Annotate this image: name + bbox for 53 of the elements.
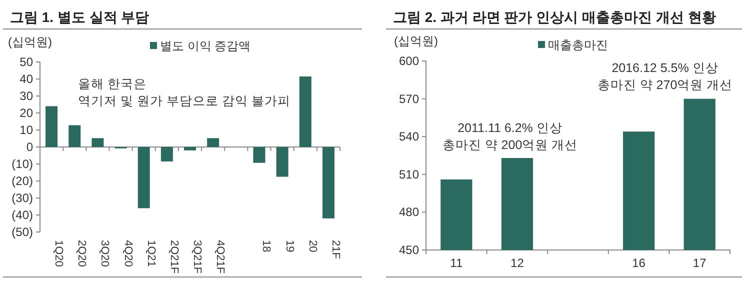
x-tick-label: 20	[306, 240, 318, 252]
y-tick-label: (40)	[12, 208, 33, 222]
y-tick-label: 510	[398, 167, 420, 182]
chart-title: 그림 2. 과거 라면 판가 인상시 매출총마진 개선 현황	[393, 9, 716, 25]
x-tick-label: 21F	[329, 240, 342, 260]
x-tick-label: 16	[632, 256, 646, 270]
bar	[160, 147, 173, 162]
y-tick-label: 600	[398, 54, 420, 68]
x-tick-label: 17	[692, 256, 707, 270]
chart-title: 그림 1. 별도 실적 부담	[10, 9, 150, 25]
y-tick-label: (50)	[12, 225, 33, 239]
y-tick-label: (30)	[12, 191, 33, 205]
y-tick-label: 450	[398, 243, 420, 257]
annotation: 2016.12 5.5% 인상 총마진 약 270억원 개선	[597, 61, 733, 92]
x-tick-label: 1Q20	[52, 240, 65, 267]
bar	[184, 147, 196, 150]
y-tick-label: 20	[20, 106, 34, 120]
x-tick-label: 2Q20	[76, 240, 88, 267]
annotation: 올해 한국은 역기저 및 원가 부담으로 감익 불가피	[78, 77, 290, 108]
bar	[46, 106, 58, 147]
x-tick-label: 3Q21F	[191, 240, 203, 274]
y-axis-title: (십억원)	[394, 34, 438, 48]
y-tick-label: 40	[20, 72, 34, 86]
x-tick-label: 1Q21	[144, 240, 157, 267]
bar	[138, 147, 150, 208]
x-tick-label: 19	[283, 240, 296, 252]
x-tick-label: 3Q20	[98, 240, 111, 267]
y-tick-label: 50	[20, 55, 34, 69]
y-tick-label: (20)	[12, 174, 33, 188]
x-tick-label: 2Q21F	[168, 240, 180, 274]
y-tick-label: (10)	[12, 157, 33, 171]
y-tick-label: 0	[26, 140, 34, 154]
legend-label: 별도 이익 증감액	[160, 39, 251, 53]
y-tick-label: 480	[398, 205, 420, 220]
x-tick-label: 12	[510, 256, 524, 270]
y-tick-label: 10	[20, 123, 34, 137]
annotation: 2011.11 6.2% 인상 총마진 약 200억원 개선	[442, 121, 578, 152]
bar	[276, 147, 288, 177]
bar	[207, 138, 220, 147]
bar	[253, 147, 266, 163]
y-tick-label: 540	[398, 130, 420, 144]
y-tick-label: 30	[20, 89, 34, 103]
bar	[68, 125, 81, 147]
y-tick-label: 570	[398, 92, 420, 106]
y-axis-title: (십억원)	[8, 35, 52, 49]
bar	[299, 76, 312, 147]
bar	[322, 147, 334, 218]
x-tick-label: 4Q20	[122, 240, 134, 267]
x-tick-label: 11	[450, 256, 463, 270]
x-tick-label: 18	[260, 240, 272, 252]
legend-label: 매출총마진	[548, 38, 608, 52]
x-tick-label: 4Q21F	[214, 240, 226, 274]
bar	[92, 138, 104, 147]
